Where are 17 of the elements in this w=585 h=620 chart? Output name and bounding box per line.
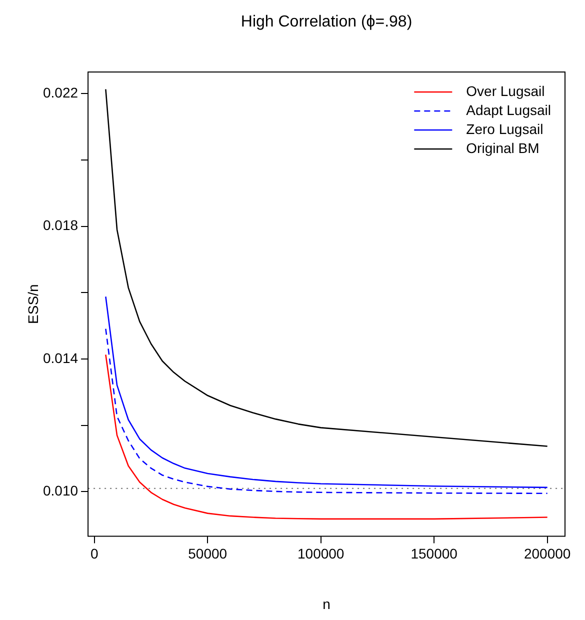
x-axis-title: n bbox=[322, 596, 330, 612]
x-tick-label: 150000 bbox=[410, 545, 458, 562]
chart-title: High Correlation (ϕ=.98) bbox=[240, 13, 412, 30]
x-tick-label: 50000 bbox=[188, 545, 228, 562]
x-tick-label: 200000 bbox=[524, 545, 571, 562]
x-tick-label: 0 bbox=[90, 545, 98, 562]
x-tick-label: 100000 bbox=[297, 545, 344, 562]
legend-label: Zero Lugsail bbox=[466, 120, 544, 137]
y-tick-label: 0.022 bbox=[42, 84, 78, 100]
y-tick-label: 0.010 bbox=[42, 482, 78, 499]
legend-label: Original BM bbox=[466, 140, 540, 156]
y-tick-label: 0.014 bbox=[42, 350, 78, 366]
line-series bbox=[105, 328, 548, 494]
y-tick-label: 0.018 bbox=[42, 217, 78, 234]
legend-label: Over Lugsail bbox=[466, 82, 545, 99]
legend-label: Adapt Lugsail bbox=[466, 102, 552, 118]
y-axis-title: ESS/n bbox=[24, 284, 41, 324]
